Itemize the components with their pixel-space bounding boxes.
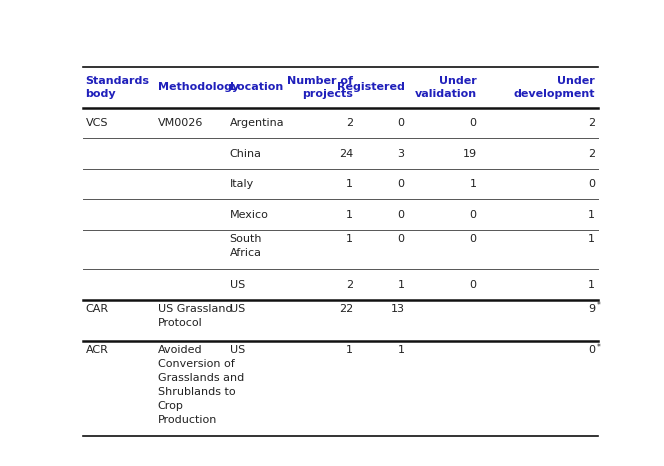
Text: 0: 0 [469,210,477,219]
Text: *: * [596,302,600,310]
Text: Avoided
Conversion of
Grasslands and
Shrublands to
Crop
Production: Avoided Conversion of Grasslands and Shr… [157,345,244,425]
Text: 2: 2 [346,280,353,290]
Text: 2: 2 [588,149,595,159]
Text: VM0026: VM0026 [157,118,203,128]
Text: US: US [230,345,245,356]
Text: 0: 0 [469,234,477,244]
Text: 2: 2 [588,118,595,128]
Text: Standards
body: Standards body [86,76,149,98]
Text: 0: 0 [588,345,595,356]
Text: 1: 1 [346,179,353,189]
Text: 19: 19 [463,149,477,159]
Text: US Grassland
Protocol: US Grassland Protocol [157,304,232,328]
Text: 13: 13 [390,304,404,314]
Text: 1: 1 [588,210,595,219]
Text: 1: 1 [346,345,353,356]
Text: ACR: ACR [86,345,108,356]
Text: 0: 0 [469,118,477,128]
Text: 0: 0 [469,280,477,290]
Text: China: China [230,149,262,159]
Text: Italy: Italy [230,179,254,189]
Text: US: US [230,304,245,314]
Text: 1: 1 [398,280,404,290]
Text: 1: 1 [346,234,353,244]
Text: South
Africa: South Africa [230,234,262,258]
Text: US: US [230,280,245,290]
Text: Registered: Registered [337,82,404,92]
Text: Under
development: Under development [513,76,595,98]
Text: 0: 0 [398,179,404,189]
Text: 0: 0 [398,210,404,219]
Text: 0: 0 [398,234,404,244]
Text: 2: 2 [346,118,353,128]
Text: Methodology: Methodology [157,82,239,92]
Text: 0: 0 [588,179,595,189]
Text: CAR: CAR [86,304,109,314]
Text: Location: Location [230,82,283,92]
Text: 1: 1 [588,234,595,244]
Text: 3: 3 [398,149,404,159]
Text: Under
validation: Under validation [414,76,477,98]
Text: 9: 9 [588,304,595,314]
Text: 1: 1 [469,179,477,189]
Text: 1: 1 [588,280,595,290]
Text: *: * [596,343,600,352]
Text: VCS: VCS [86,118,108,128]
Text: Number of
projects: Number of projects [287,76,353,98]
Text: Mexico: Mexico [230,210,268,219]
Text: 0: 0 [398,118,404,128]
Text: 1: 1 [398,345,404,356]
Text: Argentina: Argentina [230,118,284,128]
Text: 22: 22 [339,304,353,314]
Text: 24: 24 [339,149,353,159]
Text: 1: 1 [346,210,353,219]
